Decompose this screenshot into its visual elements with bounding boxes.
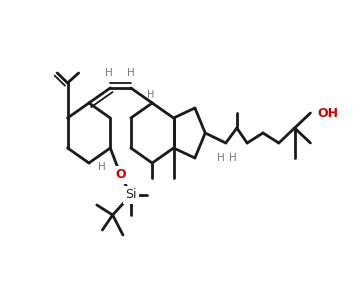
Text: H: H (105, 68, 113, 78)
Text: Si: Si (125, 189, 136, 202)
Text: H: H (98, 162, 106, 172)
Text: H: H (229, 153, 237, 163)
Text: H: H (217, 153, 225, 163)
Text: OH: OH (317, 106, 339, 120)
Text: H: H (147, 90, 154, 100)
Text: H: H (127, 68, 135, 78)
Text: O: O (115, 168, 126, 181)
